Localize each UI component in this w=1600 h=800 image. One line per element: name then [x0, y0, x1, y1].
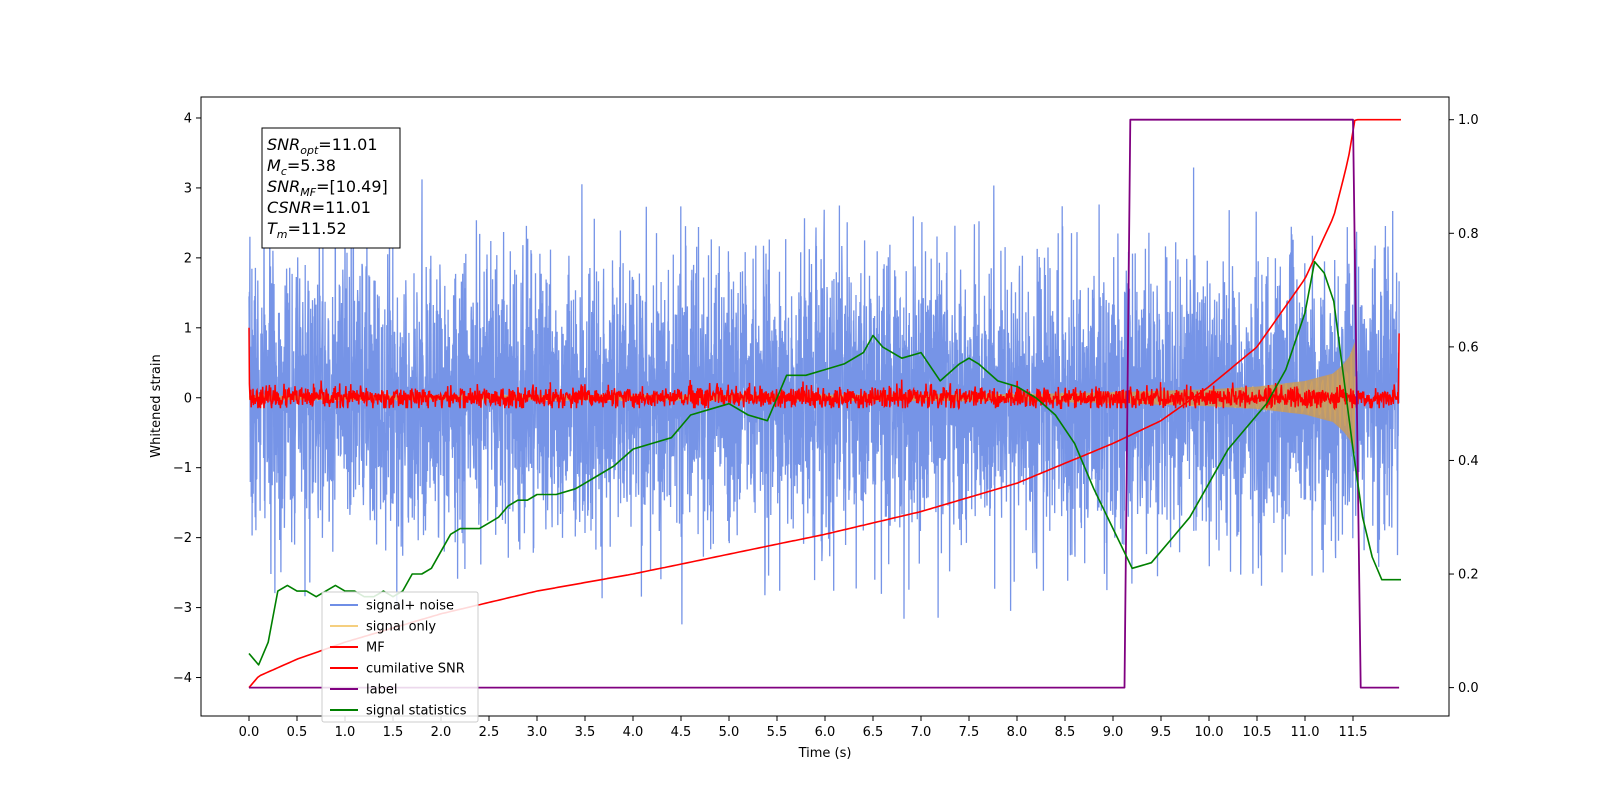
x-tick-label: 3.0 — [527, 725, 548, 740]
annotation-subscript: c — [281, 165, 287, 178]
y-tick-label: −4 — [173, 671, 192, 686]
x-tick-label: 2.0 — [431, 725, 452, 740]
annotation-subscript: opt — [300, 144, 319, 157]
annotation-subscript: m — [277, 228, 288, 241]
annotation-subscript: MF — [300, 186, 316, 199]
legend-frame — [321, 591, 479, 723]
annotation-value: =11.01 — [312, 198, 371, 217]
series-label — [249, 118, 1400, 689]
annotation-value: =5.38 — [287, 156, 336, 175]
annotation-box: SNRopt=11.01Mc=5.38SNRMF=[10.49]CSNR=11.… — [261, 127, 401, 249]
x-tick-label: 10.5 — [1243, 725, 1272, 740]
series-mf — [248, 327, 1400, 411]
annotation-value: =11.01 — [318, 135, 377, 154]
x-axis-label: Time (s) — [798, 746, 852, 761]
y2-tick-label: 0.0 — [1458, 681, 1479, 696]
legend-label: signal statistics — [366, 704, 467, 719]
y-axis-left: −4 −3 −2 −1 0 1 2 3 4 — [173, 111, 201, 686]
y2-tick-label: 0.8 — [1458, 227, 1479, 242]
legend-label: signal+ noise — [366, 599, 454, 614]
annotation-symbol: CSNR — [267, 198, 312, 217]
x-tick-label: 4.5 — [671, 725, 692, 740]
y2-tick-label: 0.4 — [1458, 454, 1479, 469]
x-tick-label: 5.5 — [767, 725, 788, 740]
y-tick-label: 2 — [184, 251, 192, 266]
y-tick-label: 0 — [184, 391, 192, 406]
x-tick-label: 8.0 — [1007, 725, 1028, 740]
y-tick-label: 4 — [184, 111, 192, 126]
y-tick-label: 3 — [184, 181, 192, 196]
annotation-line: SNRopt=11.01 — [267, 135, 378, 157]
annotation-value: =11.52 — [288, 219, 347, 238]
annotation-symbol: T — [267, 219, 278, 238]
legend-label: label — [366, 683, 397, 698]
y-tick-label: −2 — [173, 531, 192, 546]
annotation-symbol: M — [267, 156, 281, 175]
annotation-line: CSNR=11.01 — [267, 198, 371, 217]
x-tick-label: 6.0 — [815, 725, 836, 740]
x-tick-label: 8.5 — [1055, 725, 1076, 740]
y-tick-label: −3 — [173, 601, 192, 616]
x-tick-label: 11.5 — [1339, 725, 1368, 740]
legend-label: MF — [366, 641, 385, 656]
x-tick-label: 1.0 — [335, 725, 356, 740]
x-tick-label: 9.0 — [1103, 725, 1124, 740]
x-tick-label: 0.0 — [239, 725, 260, 740]
x-tick-label: 3.5 — [575, 725, 596, 740]
y2-tick-label: 0.2 — [1458, 568, 1479, 583]
annotation-line: SNRMF=[10.49] — [267, 177, 388, 199]
annotation-line: Tm=11.52 — [267, 219, 347, 241]
y-axis-right: 0.0 0.2 0.4 0.6 0.8 1.0 — [1449, 113, 1479, 696]
legend-label: cumilative SNR — [366, 662, 465, 677]
annotation-frame — [261, 127, 401, 249]
y-tick-label: 1 — [184, 321, 192, 336]
x-tick-label: 10.0 — [1195, 725, 1224, 740]
x-tick-label: 1.5 — [383, 725, 404, 740]
x-tick-label: 2.5 — [479, 725, 500, 740]
legend-label: signal only — [366, 620, 436, 635]
x-tick-label: 0.5 — [287, 725, 308, 740]
annotation-value: =[10.49] — [316, 177, 388, 196]
x-tick-label: 7.5 — [959, 725, 980, 740]
legend: signal+ noise signal only MF cumilative SNR… — [321, 591, 479, 723]
y2-tick-label: 0.6 — [1458, 340, 1479, 355]
y-axis-label: Whitened strain — [149, 354, 164, 457]
x-tick-label: 11.0 — [1291, 725, 1320, 740]
series-signal-noise — [248, 167, 1400, 625]
x-axis: 0.0 0.5 1.0 1.5 2.0 2.5 3.0 3.5 4.0 4.5 5.0 5.5 6.0 6… — [239, 716, 1368, 740]
y2-tick-label: 1.0 — [1458, 113, 1479, 128]
x-tick-label: 7.0 — [911, 725, 932, 740]
annotation-symbol: SNR — [267, 177, 300, 196]
annotation-line: Mc=5.38 — [267, 156, 336, 178]
x-tick-label: 6.5 — [863, 725, 884, 740]
y-tick-label: −1 — [173, 461, 192, 476]
x-tick-label: 5.0 — [719, 725, 740, 740]
annotation-symbol: SNR — [267, 135, 300, 154]
x-tick-label: 4.0 — [623, 725, 644, 740]
x-tick-label: 9.5 — [1151, 725, 1172, 740]
